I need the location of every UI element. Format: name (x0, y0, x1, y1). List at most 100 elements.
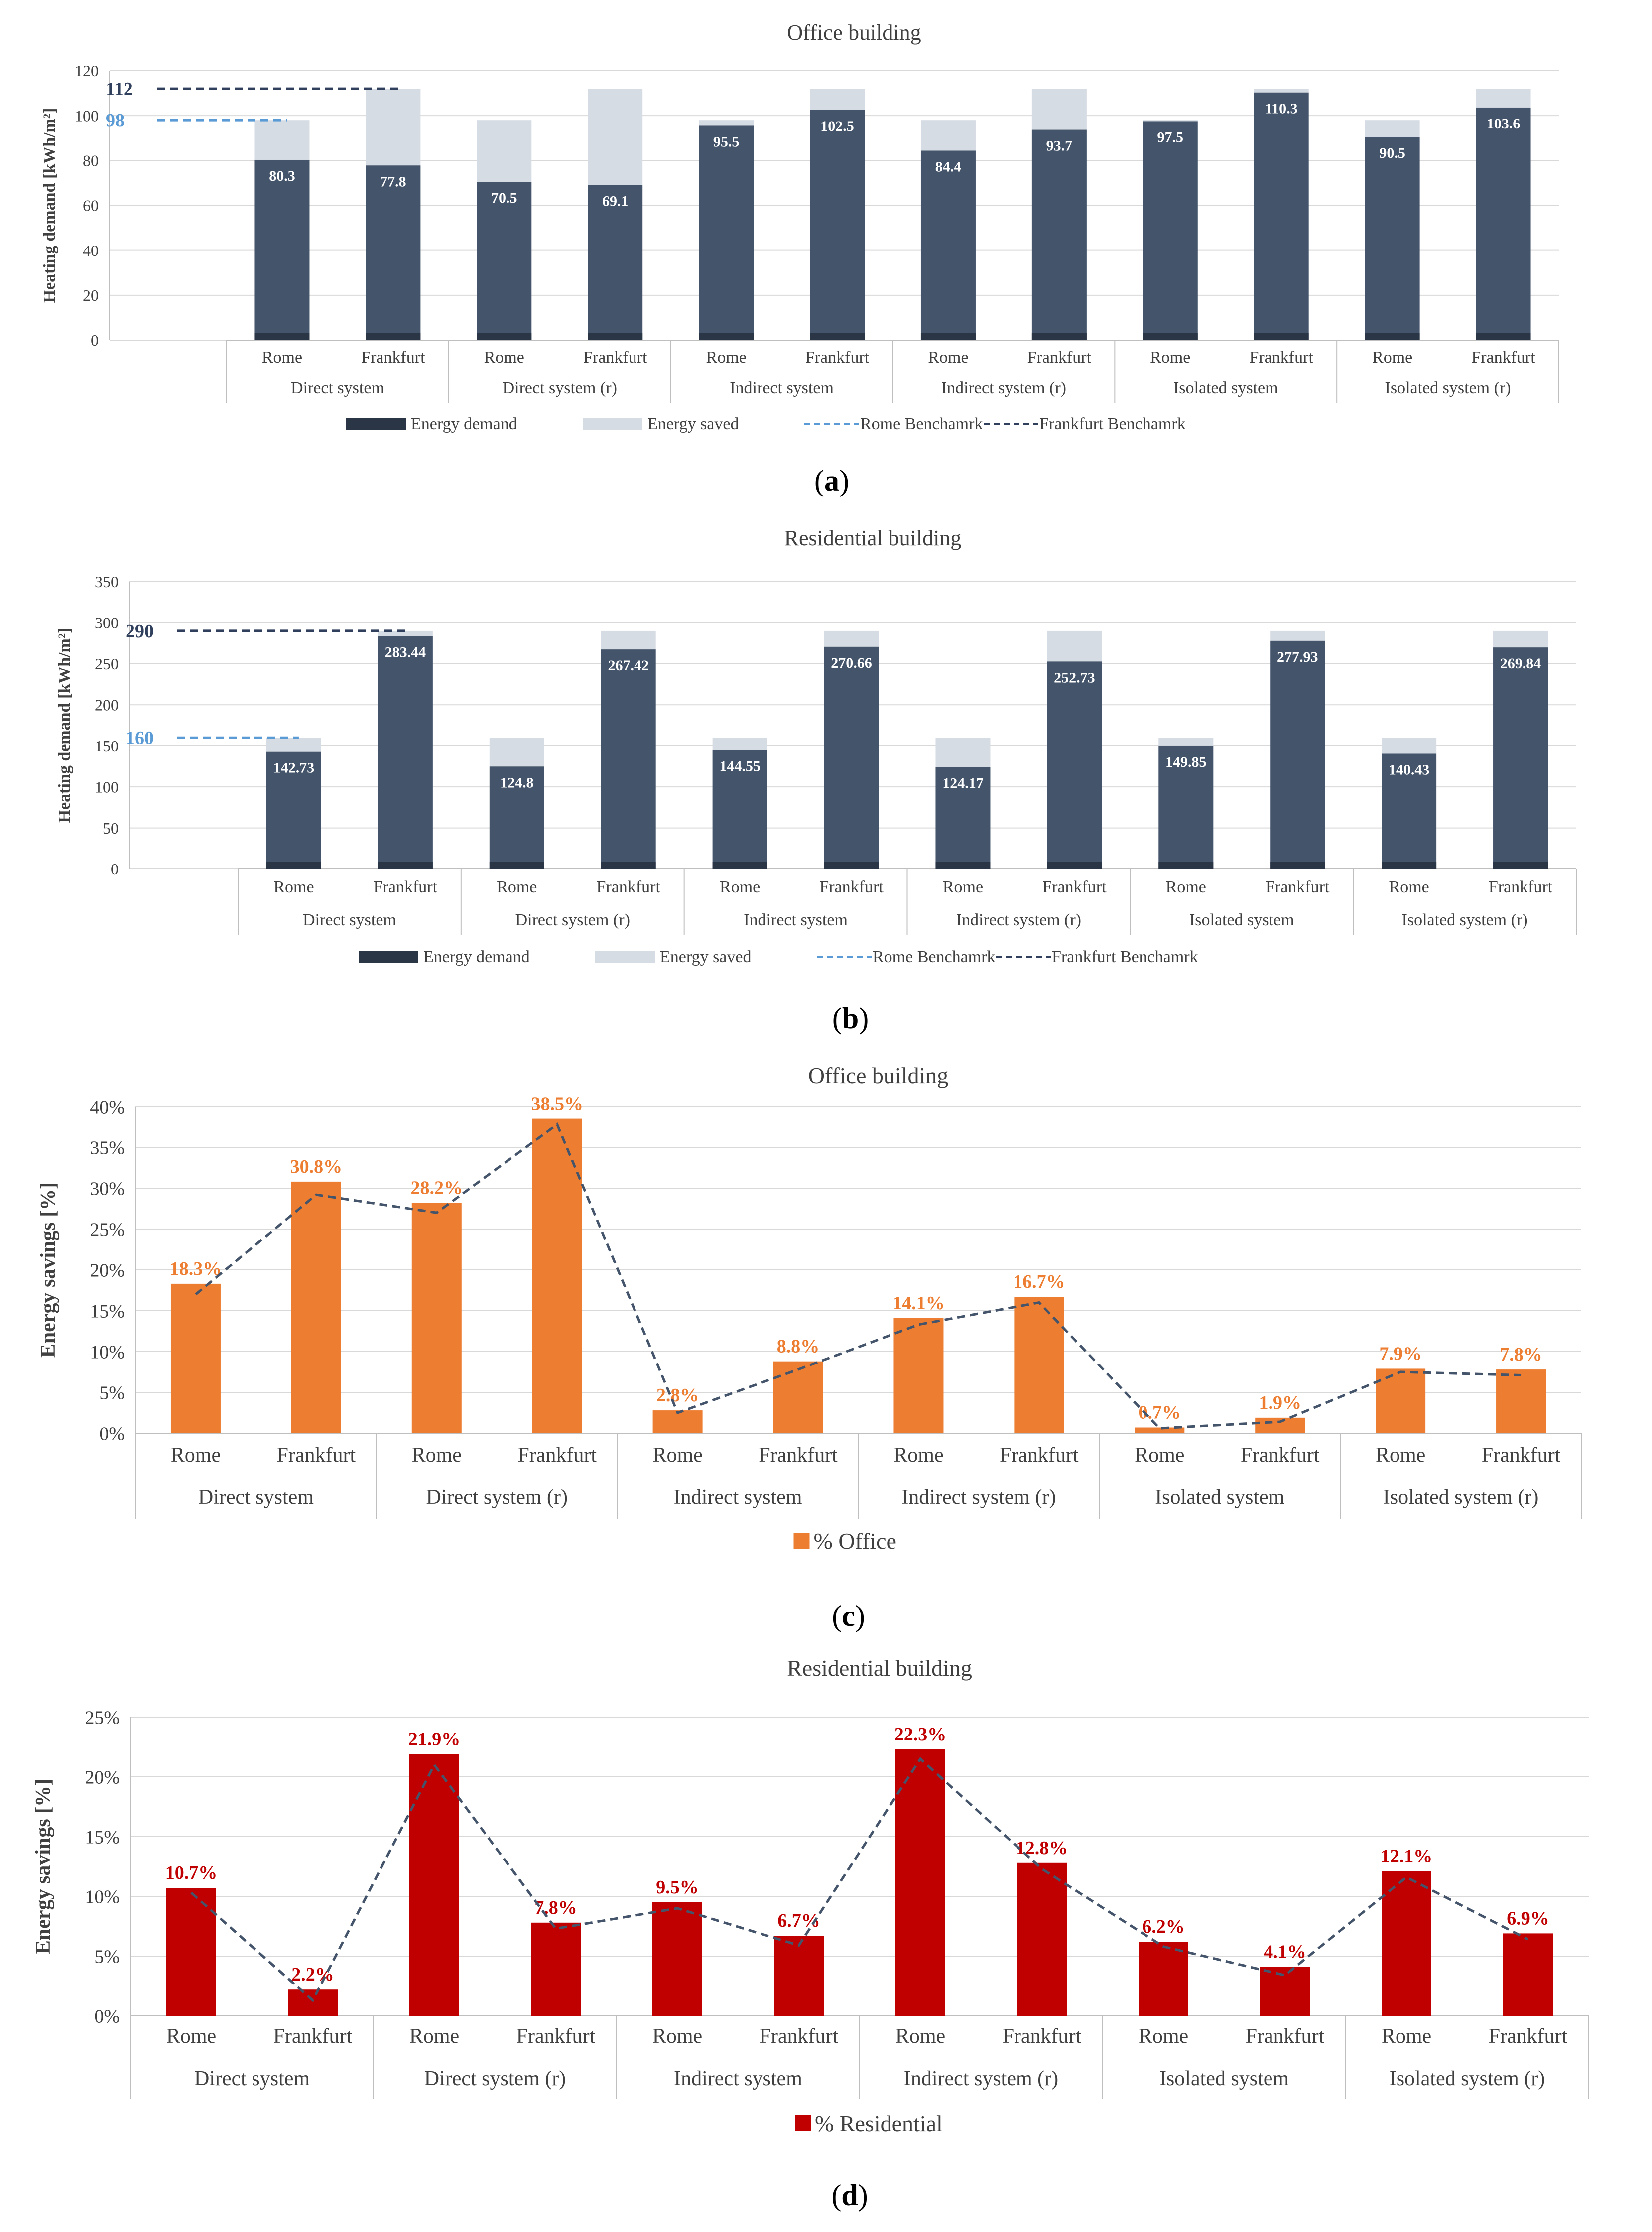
x-category-label: Frankfurt (1266, 878, 1330, 896)
data-label: 7.9% (1379, 1343, 1422, 1364)
y-axis-label: Energy savings [%] (37, 1182, 60, 1358)
y-axis-label: Energy savings [%] (32, 1779, 55, 1954)
bar-base-shade (1476, 333, 1531, 340)
bar-base-shade (489, 862, 544, 869)
x-group-label: Isolated system (1173, 379, 1278, 397)
chart-panel-d: Residential building 0% 5% 10% 15% 20% 25% Ener… (32, 1655, 1589, 2212)
y-tick-label: 5% (94, 1946, 120, 1967)
data-label: 277.93 (1277, 649, 1318, 665)
bar-savings (774, 1936, 824, 2016)
x-category-label: Rome (706, 348, 747, 367)
legend-swatch (795, 2115, 811, 2131)
y-tick-label: 20% (85, 1767, 120, 1788)
bar-energy-saved (1476, 89, 1531, 108)
x-category-label: Frankfurt (277, 1444, 356, 1467)
data-label: 7.8% (534, 1897, 577, 1918)
bar-savings (288, 1989, 338, 2016)
x-group-label: Indirect system (r) (956, 911, 1081, 929)
legend: % Office (793, 1528, 896, 1554)
chart-title: Office building (808, 1063, 948, 1088)
x-group-label: Indirect system (r) (901, 1486, 1056, 1509)
x-category-label: Frankfurt (1482, 1444, 1561, 1467)
bar-savings (1255, 1417, 1305, 1433)
benchmark-label: 112 (106, 79, 133, 100)
y-tick-label: 20% (90, 1260, 125, 1281)
data-label: 267.42 (608, 657, 649, 674)
legend-label: Energy saved (647, 415, 739, 433)
x-group-label: Isolated system (r) (1383, 1486, 1539, 1509)
x-category-label: Frankfurt (374, 878, 438, 896)
bar-base-shade (699, 333, 754, 340)
bar-energy-saved (1365, 120, 1420, 137)
bar-energy-saved (810, 89, 865, 110)
legend: % Residential (795, 2111, 943, 2136)
x-category-label: Frankfurt (819, 878, 884, 896)
bar-energy-demand (266, 751, 321, 869)
x-category-label: Frankfurt (1027, 348, 1092, 367)
y-tick-label: 35% (90, 1137, 125, 1158)
data-label: 97.5 (1157, 129, 1184, 145)
data-label: 252.73 (1054, 669, 1095, 686)
legend-swatch (793, 1533, 810, 1549)
y-tick-label: 200 (95, 696, 119, 714)
bar-savings (893, 1318, 944, 1433)
y-tick-label: 40% (90, 1097, 125, 1117)
x-category-label: Rome (652, 1444, 702, 1467)
x-group-label: Direct system (r) (424, 2067, 566, 2090)
x-group-label: Direct system (194, 2067, 310, 2090)
bar-savings (1382, 1871, 1431, 2016)
bar-savings (1135, 1427, 1185, 1433)
data-label: 12.8% (1016, 1838, 1068, 1859)
data-label: 70.5 (491, 190, 517, 206)
data-label: 80.3 (269, 168, 295, 184)
data-label: 69.1 (602, 193, 629, 209)
data-label: 93.7 (1046, 138, 1073, 154)
bar-energy-saved (1031, 89, 1087, 130)
legend-swatch (359, 951, 418, 963)
data-label: 102.5 (820, 118, 854, 134)
legend-label: Rome Benchamrk (873, 948, 995, 966)
data-label: 6.9% (1507, 1908, 1549, 1929)
bar-energy-demand (1047, 661, 1102, 869)
trend-line (195, 1122, 1522, 1430)
y-tick-label: 5% (99, 1382, 125, 1403)
trend-line (190, 1757, 1529, 2002)
bar-base-shade (378, 862, 433, 869)
bar-savings (531, 1922, 581, 2016)
y-tick-label: 80 (83, 152, 99, 170)
x-category-label: Rome (273, 878, 314, 896)
bar-savings (895, 1749, 945, 2016)
bar-savings (1014, 1297, 1064, 1433)
x-category-label: Rome (1150, 348, 1190, 367)
bar-energy-saved (601, 630, 656, 650)
bar-energy-saved (1047, 630, 1102, 662)
bar-energy-demand (489, 766, 544, 869)
data-label: 283.44 (385, 644, 426, 661)
y-tick-label: 50 (103, 819, 119, 837)
y-axis-label: Heating demand [kWh/m²] (55, 628, 74, 823)
bar-energy-saved (1143, 120, 1198, 122)
y-tick-label: 0 (111, 860, 119, 878)
bar-base-shade (920, 333, 976, 340)
legend-swatch (346, 418, 406, 430)
bar-energy-saved (1254, 89, 1309, 93)
bar-energy-saved (1382, 738, 1437, 754)
bar-base-shade (1158, 862, 1214, 869)
bar-savings (291, 1181, 341, 1433)
bar-energy-demand (1493, 647, 1548, 869)
x-group-label: Indirect system (674, 1486, 802, 1509)
x-category-label: Rome (720, 878, 760, 896)
y-tick-label: 25% (90, 1219, 125, 1240)
data-label: 140.43 (1389, 761, 1430, 778)
x-category-label: Rome (484, 348, 524, 367)
bar-energy-demand (699, 125, 754, 340)
y-tick-label: 15% (90, 1301, 125, 1322)
x-category-label: Frankfurt (1000, 1444, 1079, 1467)
y-tick-label: 10% (85, 1886, 120, 1907)
bar-base-shade (810, 333, 865, 340)
x-group-label: Indirect system (674, 2067, 802, 2090)
x-group-label: Isolated system (r) (1402, 911, 1528, 929)
data-label: 6.7% (777, 1910, 820, 1931)
x-category-label: Rome (262, 348, 302, 367)
y-tick-label: 100 (75, 107, 99, 124)
